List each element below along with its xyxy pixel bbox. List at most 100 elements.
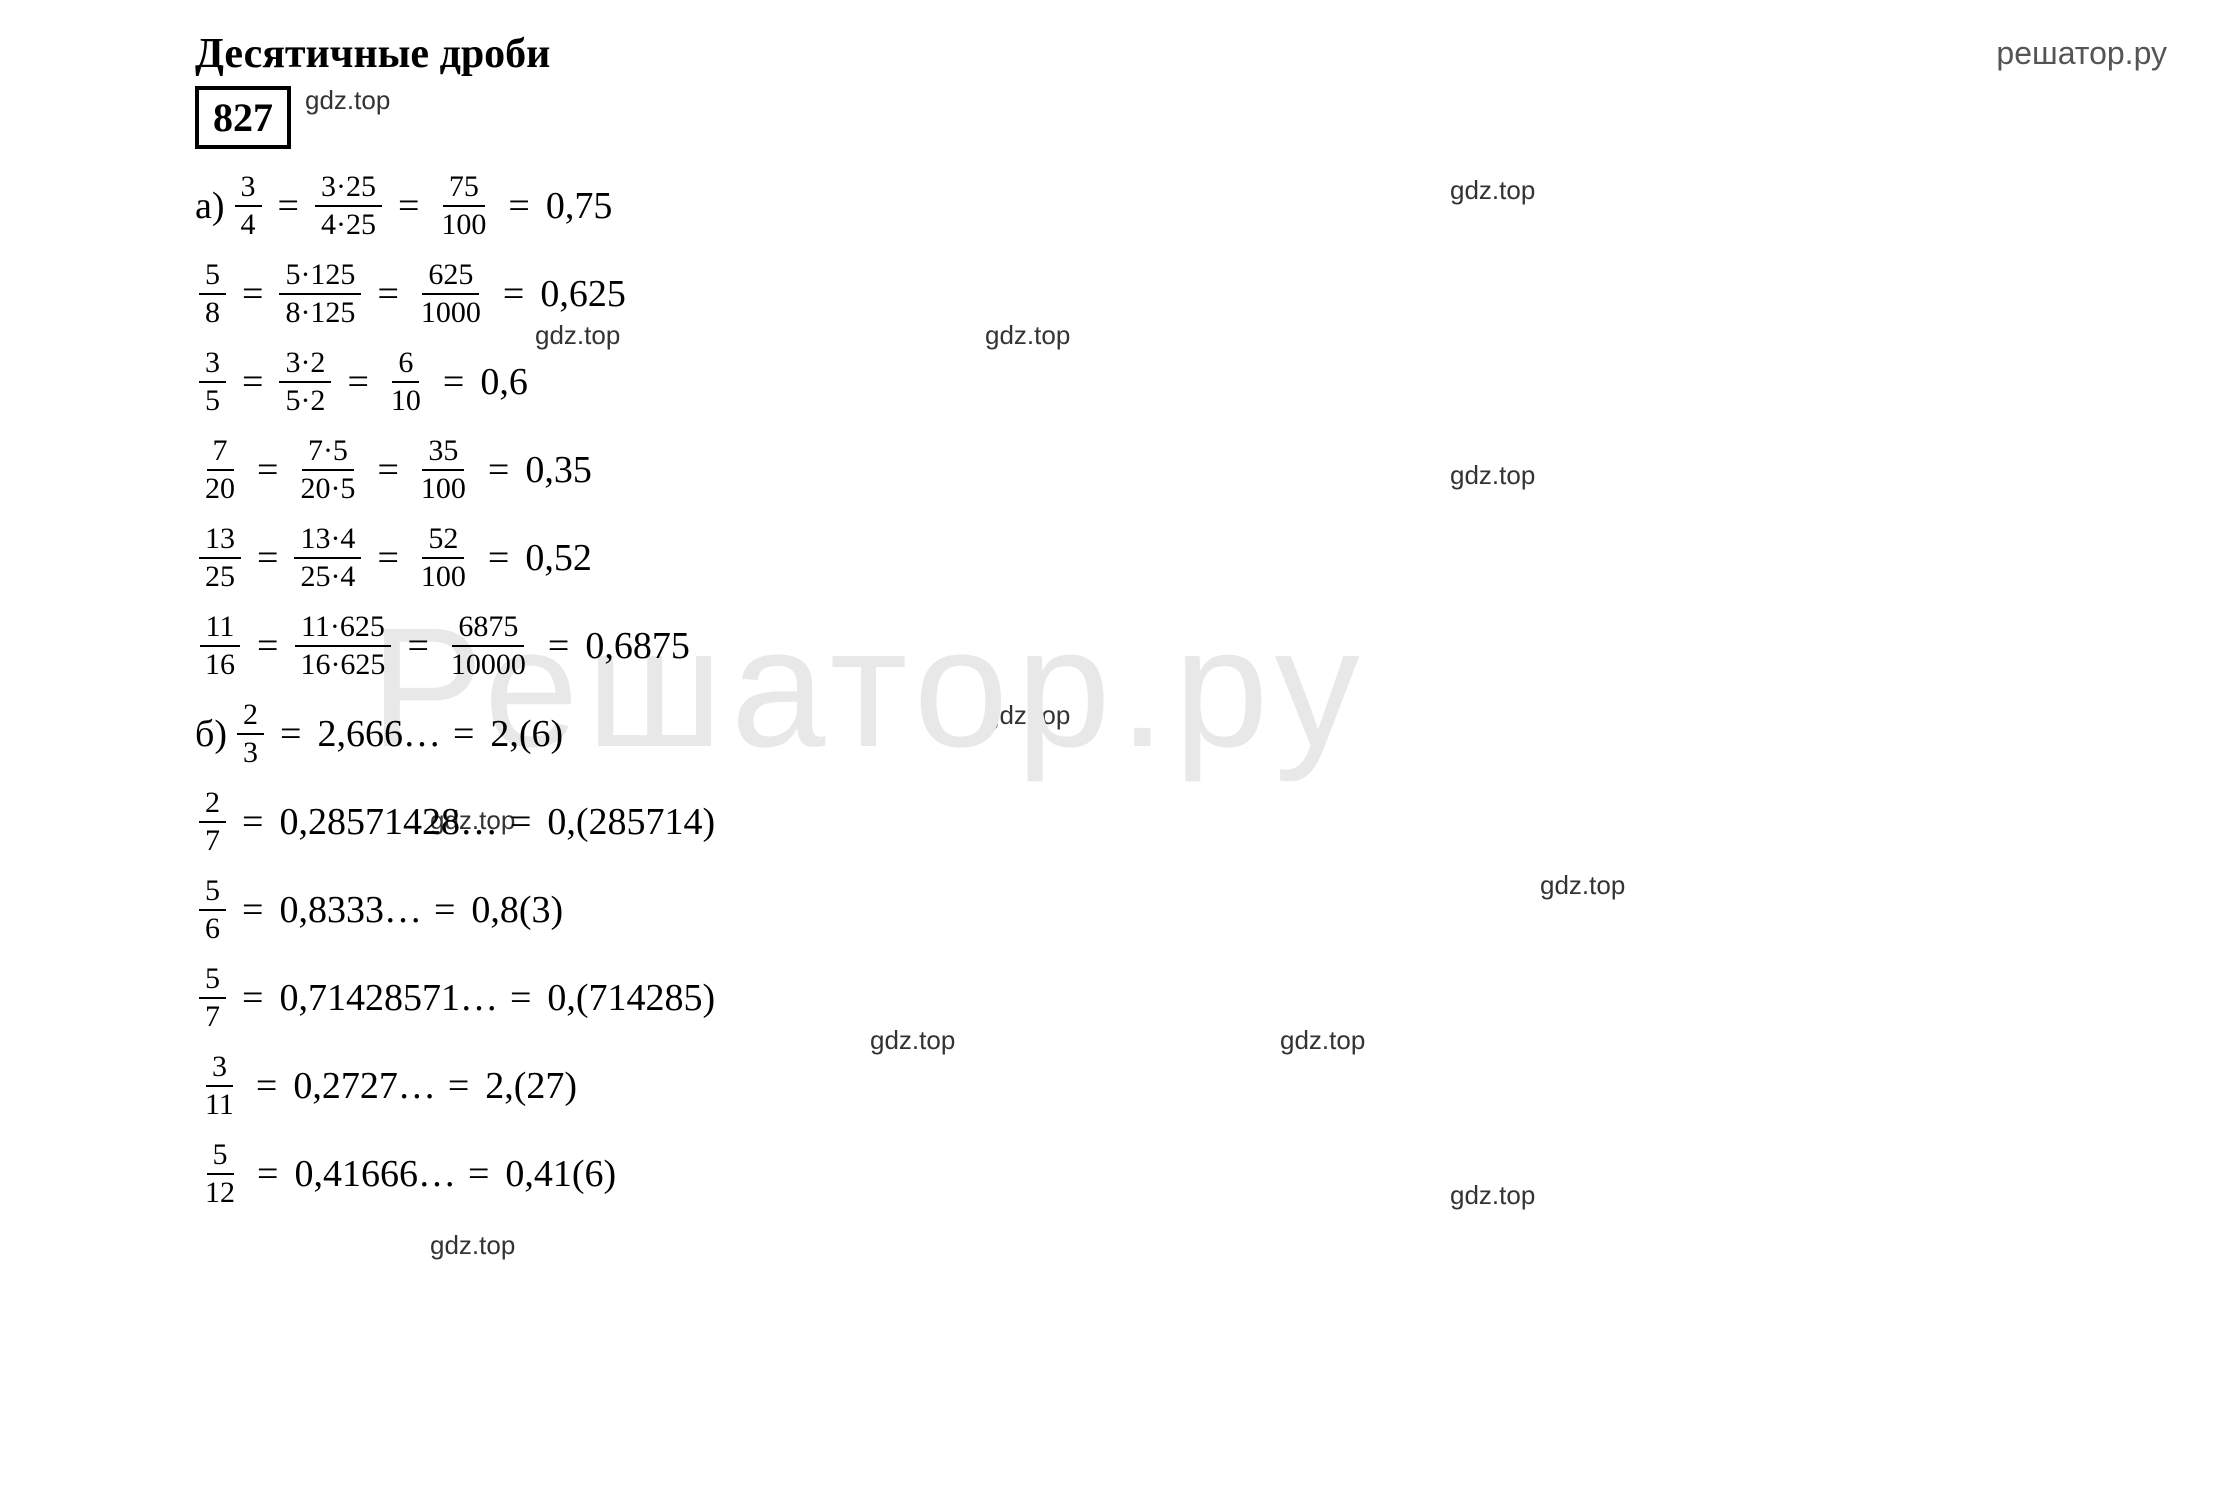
fraction: 35100 [415,433,472,507]
denominator: 12 [199,1175,241,1211]
fraction: 52100 [415,521,472,595]
equals-sign: = [242,272,263,316]
denominator: 3 [237,735,264,771]
equals-sign: = [398,184,419,228]
numerator: 3·2 [279,345,331,383]
fraction: 13·425·4 [294,521,361,595]
fraction: 57 [199,961,226,1035]
equals-sign: = [242,360,263,404]
fraction: 56 [199,873,226,947]
decimal-expansion: 0,71428571… [279,976,498,1020]
numerator: 6 [392,345,419,383]
equals-sign: = [508,184,529,228]
fraction: 1116 [199,609,241,683]
equals-sign: = [503,272,524,316]
equals-sign: = [242,888,263,932]
fraction: 7·520·5 [294,433,361,507]
periodic-form: 0,41(6) [505,1152,616,1196]
equals-sign: = [278,184,299,228]
equals-sign: = [488,448,509,492]
fraction: 610 [385,345,427,419]
numerator: 11·625 [295,609,391,647]
denominator: 10 [385,383,427,419]
numerator: 5 [207,1137,234,1175]
equation-line: б)23=2,666…=2,(6) [195,697,2222,771]
numerator: 2 [237,697,264,735]
denominator: 20 [199,471,241,507]
equation-line: 56=0,8333…=0,8(3) [195,873,2222,947]
fraction: 27 [199,785,226,859]
fraction: 311 [199,1049,240,1123]
decimal-expansion: 0,41666… [294,1152,456,1196]
equals-sign: = [242,976,263,1020]
denominator: 100 [435,207,492,243]
denominator: 7 [199,999,226,1035]
denominator: 20·5 [294,471,361,507]
periodic-form: 0,(714285) [547,976,715,1020]
fraction: 720 [199,433,241,507]
equation-line: 1325=13·425·4=52100=0,52 [195,521,2222,595]
equals-sign: = [510,800,531,844]
equals-sign: = [377,448,398,492]
equals-sign: = [257,536,278,580]
decimal-expansion: 0,28571428… [279,800,498,844]
numerator: 13 [199,521,241,559]
denominator: 10000 [445,647,532,683]
numerator: 7 [207,433,234,471]
denominator: 5 [199,383,226,419]
numerator: 5 [199,961,226,999]
part-label: а) [195,184,225,228]
numerator: 2 [199,785,226,823]
equals-sign: = [377,272,398,316]
equation-line: 27=0,28571428…=0,(285714) [195,785,2222,859]
numerator: 3 [235,169,262,207]
denominator: 4 [235,207,262,243]
equals-sign: = [257,1152,278,1196]
equation-line: 720 = 7·520·5 = 35100 = 0,35 [195,433,2222,507]
section-title: Десятичные дроби [195,30,2222,78]
gdz-watermark: gdz.top [430,1230,515,1261]
problem-number: 827 [195,86,291,149]
decimal-result: 0,6875 [585,624,690,668]
numerator: 5 [199,257,226,295]
numerator: 3 [206,1049,233,1087]
numerator: 625 [422,257,479,295]
decimal-expansion: 0,8333… [279,888,422,932]
denominator: 100 [415,559,472,595]
fraction: 75100 [435,169,492,243]
periodic-form: 0,(285714) [547,800,715,844]
numerator: 13·4 [294,521,361,559]
decimal-result: 0,6 [480,360,528,404]
decimal-result: 0,625 [540,272,626,316]
fraction: 58 [199,257,226,331]
part-label: б) [195,712,227,756]
denominator: 25·4 [294,559,361,595]
equals-sign: = [448,1064,469,1108]
periodic-form: 2,(6) [490,712,563,756]
numerator: 5·125 [279,257,361,295]
denominator: 25 [199,559,241,595]
equals-sign: = [434,888,455,932]
equals-sign: = [443,360,464,404]
equation-line: 35=3·25·2=610=0,6 [195,345,2222,419]
equals-sign: = [280,712,301,756]
denominator: 8 [199,295,226,331]
numerator: 75 [443,169,485,207]
equals-sign: = [453,712,474,756]
fraction: 1325 [199,521,241,595]
fraction: 35 [199,345,226,419]
equation-line: 1116=11·62516·625=687510000=0,6875 [195,609,2222,683]
equals-sign: = [257,624,278,668]
periodic-form: 2,(27) [485,1064,577,1108]
equals-sign: = [256,1064,277,1108]
denominator: 1000 [415,295,487,331]
gdz-watermark: gdz.top [305,85,390,116]
decimal-expansion: 2,666… [317,712,441,756]
denominator: 11 [199,1087,240,1123]
decimal-result: 0,35 [525,448,592,492]
numerator: 6875 [452,609,524,647]
equals-sign: = [257,448,278,492]
fraction: 23 [237,697,264,771]
denominator: 8·125 [279,295,361,331]
fraction: 3·25·2 [279,345,331,419]
